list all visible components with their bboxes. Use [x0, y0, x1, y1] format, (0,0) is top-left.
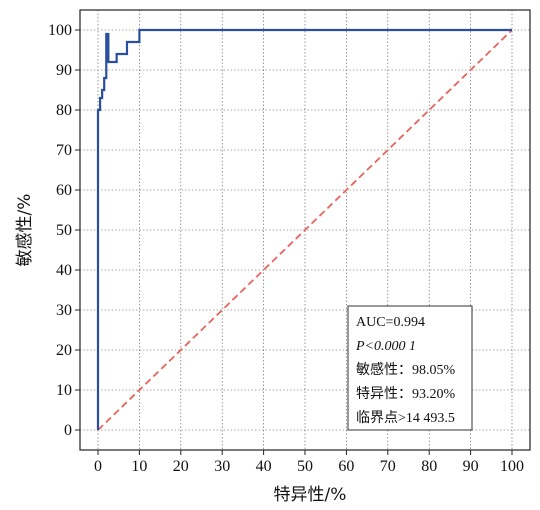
y-tick-label: 70 [56, 142, 72, 159]
roc-curve-line [96, 28, 512, 430]
annotation-sensitivity: 敏感性：98.05% [356, 361, 455, 378]
x-tick-label: 20 [173, 458, 189, 475]
y-tick-label: 0 [64, 422, 72, 439]
x-tick-label: 40 [256, 458, 272, 475]
y-tick-label: 10 [56, 382, 72, 399]
x-tick-label: 60 [338, 458, 354, 475]
x-tick-label: 50 [297, 458, 313, 475]
annotation-specificity: 特异性：93.20% [356, 386, 455, 402]
y-axis-title: 敏感性/% [15, 194, 35, 267]
annotation-box: AUC=0.994 P<0.000 1 敏感性：98.05% 特异性：93.20… [347, 305, 473, 431]
series-layer [96, 28, 513, 431]
y-tick-label: 20 [56, 342, 72, 359]
y-tick-label: 50 [56, 222, 72, 239]
annotation-frame [347, 305, 473, 431]
x-tick-label: 100 [500, 458, 524, 475]
annotation-auc: AUC=0.994 [356, 315, 425, 330]
axis-ticks: 0 10 20 30 40 50 60 70 80 90 100 0 10 20 30 40 50 60 70 80 9… [48, 22, 524, 475]
x-tick-label: 0 [94, 458, 102, 475]
y-tick-label: 30 [56, 302, 72, 319]
reference-diagonal-line [97, 29, 513, 431]
x-tick-label: 10 [131, 458, 147, 475]
x-tick-label: 90 [463, 458, 479, 475]
y-tick-label: 100 [48, 22, 72, 39]
annotation-cutoff: 临界点>14 493.5 [356, 410, 455, 426]
y-tick-label: 40 [56, 262, 72, 279]
annotation-p-value: P<0.000 1 [355, 339, 416, 354]
y-tick-label: 90 [56, 62, 72, 79]
y-tick-label: 60 [56, 182, 72, 199]
x-tick-label: 80 [421, 458, 437, 475]
x-tick-label: 30 [214, 458, 230, 475]
y-tick-label: 80 [56, 102, 72, 119]
x-tick-label: 70 [380, 458, 396, 475]
x-axis-title: 特异性/% [274, 485, 347, 505]
